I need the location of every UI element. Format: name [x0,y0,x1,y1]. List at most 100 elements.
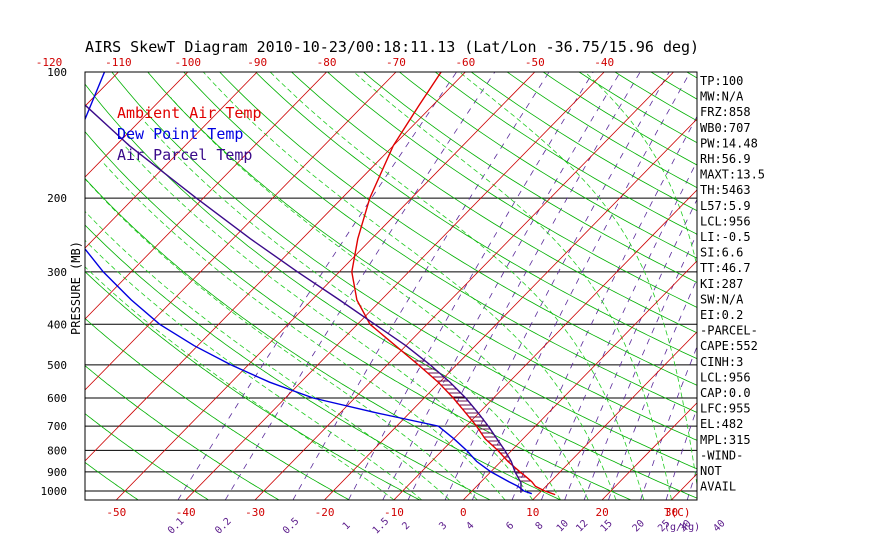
mixing-ratio-tick-15: 15 [599,518,615,534]
mixing-ratio-line-1.5 [382,72,621,500]
dry-adiabat-120 [398,72,697,259]
isotherm--90 [85,72,258,249]
index-item-3: WB0:707 [700,121,751,135]
bottom-temp-tick--30: -30 [245,506,265,519]
pressure-tick-300: 300 [47,266,67,279]
moist-adiabat-lines [85,72,697,500]
mixing-ratio-line-4 [471,72,691,500]
mixing-ratio-line-8 [541,160,697,500]
moist-adiabat-10 [124,145,534,500]
pressure-tick-100: 100 [47,66,67,79]
y-axis-label: PRESSURE (MB) [69,241,83,335]
dry-adiabat-100 [326,72,697,308]
mixing-ratio-line-3 [444,72,670,500]
profile-series [85,72,556,496]
dry-adiabat-40 [111,72,697,470]
dry-adiabat--20 [85,317,351,500]
isotherm-20 [601,402,697,500]
isotherm--70 [85,72,397,391]
mixing-ratio-line-1 [348,72,594,500]
dry-adiabat-50 [147,72,697,441]
moist-adiabat-6 [103,162,506,500]
mixing-ratio-axis: 0.1 0.2 0.5 1 1.5 2 3 4 6 8 10 12 15 20 25 30 40 [166,516,728,537]
bottom-temp-tick--20: -20 [315,506,335,519]
mixing-ratio-tick-4: 4 [464,520,476,532]
isotherm-lines [0,63,870,502]
dry-adiabat-80 [255,72,697,360]
index-item-15: EI:0.2 [700,308,743,322]
moist-adiabat-22 [203,72,617,500]
dry-adiabat--40 [85,413,210,500]
isotherm--110 [85,72,119,107]
index-item-6: MAXT:13.5 [700,168,765,182]
moist-adiabat-18 [170,97,589,500]
mixing-ratio-line-2 [407,72,641,500]
moist-adiabat--6 [85,239,422,500]
bottom-temp-tick-30: 30 [665,506,678,519]
isotherm-0 [462,260,697,500]
pressure-tick-200: 200 [47,192,67,205]
index-item-24: -WIND- [700,448,743,462]
pressure-tick-400: 400 [47,318,67,331]
top-temp-tick--40: -40 [594,56,614,69]
isotherm--40 [185,72,605,500]
pressure-tick-600: 600 [47,392,67,405]
mixing-ratio-tick-8: 8 [534,520,546,532]
pressure-tick-500: 500 [47,359,67,372]
moist-adiabat-2 [85,178,478,500]
mixing-ratio-tick-1: 1 [341,520,353,532]
moist-adiabat-34 [459,72,697,488]
isotherm--60 [85,72,466,462]
pressure-tick-900: 900 [47,466,67,479]
mixing-ratio-tick-20: 20 [631,518,647,534]
index-item-25: NOT [700,464,722,478]
top-temp-tick--50: -50 [525,56,545,69]
pressure-tick-1000: 1000 [41,485,68,498]
isotherm--30 [254,72,675,500]
index-item-0: TP:100 [700,74,743,88]
index-item-14: SW:N/A [700,292,744,306]
index-item-20: CAP:0.0 [700,386,751,400]
isotherm-40 [739,63,870,502]
isotherm--50 [115,72,536,500]
series-line-1 [85,72,533,495]
index-item-22: EL:482 [700,417,743,431]
isotherm--80 [85,72,328,320]
bottom-axis-unit: T(C) [664,506,691,519]
mixing-ratio-tick-0.2: 0.2 [213,516,234,537]
isotherm--120 [0,63,58,502]
mixing-ratio-tick-10: 10 [555,518,571,534]
moist-adiabat-30 [353,72,672,500]
dry-adiabat-10 [85,177,562,500]
chart-legend: Ambient Air Temp Dew Point Temp Air Parc… [117,104,262,164]
mixing-ratio-tick-1.5: 1.5 [371,516,392,537]
index-item-1: MW:N/A [700,90,744,104]
index-item-12: TT:46.7 [700,261,751,275]
index-item-4: PW:14.48 [700,136,758,150]
index-item-18: CINH:3 [700,355,743,369]
top-temp-tick--90: -90 [247,56,267,69]
pressure-tick-800: 800 [47,444,67,457]
legend-dewpoint: Dew Point Temp [117,125,243,143]
cape-area [411,359,533,483]
top-temp-tick--110: -110 [105,56,132,69]
isotherm--100 [85,72,189,178]
bottom-temp-tick--40: -40 [176,506,196,519]
bottom-temp-tick--10: -10 [384,506,404,519]
index-item-23: MPL:315 [700,433,751,447]
dry-adiabat-60 [183,72,697,413]
mixing-ratio-tick-0.5: 0.5 [281,516,302,537]
index-item-10: LI:-0.5 [700,230,751,244]
isotherm--10 [393,189,697,500]
dry-adiabat-20 [85,131,632,500]
dry-adiabat--50 [85,461,139,500]
index-item-5: RH:56.9 [700,152,751,166]
top-temp-tick--120: -120 [36,56,63,69]
bottom-temp-tick-10: 10 [526,506,539,519]
moist-adiabat--2 [85,210,450,500]
bottom-temp-tick--50: -50 [106,506,126,519]
top-temp-tick--80: -80 [317,56,337,69]
index-item-17: CAPE:552 [700,339,758,353]
